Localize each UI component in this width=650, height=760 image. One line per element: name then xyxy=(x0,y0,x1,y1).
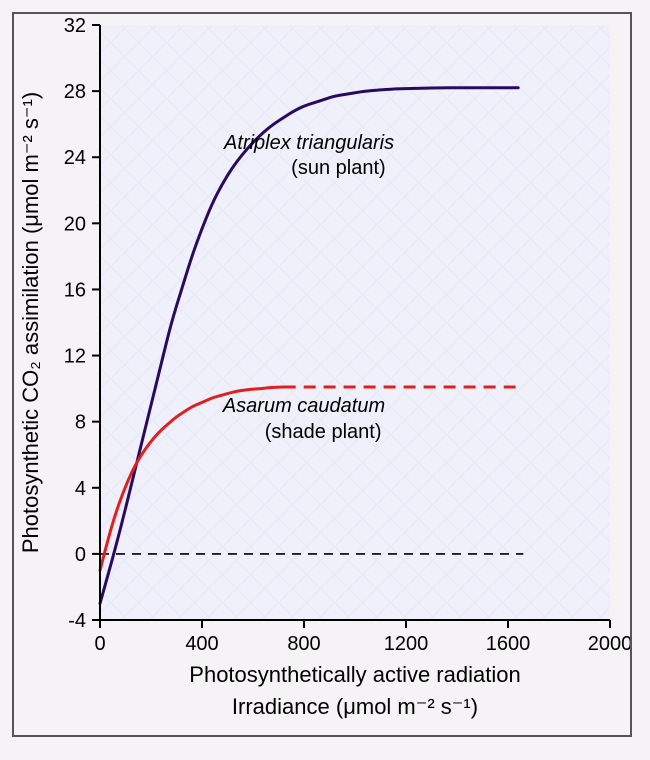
figure-border xyxy=(12,12,632,737)
figure-container: 0400800120016002000 -4048121620242832 At… xyxy=(0,0,650,760)
